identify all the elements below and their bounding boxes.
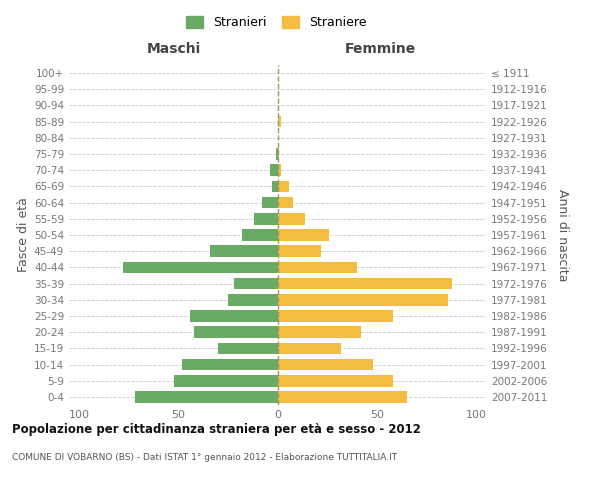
Bar bbox=[277, 358, 373, 370]
Bar bbox=[228, 294, 277, 306]
Y-axis label: Anni di nascita: Anni di nascita bbox=[556, 188, 569, 281]
Bar bbox=[277, 310, 392, 322]
Bar bbox=[269, 164, 277, 176]
Bar bbox=[134, 391, 277, 402]
Bar bbox=[275, 148, 277, 160]
Text: COMUNE DI VOBARNO (BS) - Dati ISTAT 1° gennaio 2012 - Elaborazione TUTTITALIA.IT: COMUNE DI VOBARNO (BS) - Dati ISTAT 1° g… bbox=[12, 452, 397, 462]
Bar bbox=[190, 310, 277, 322]
Text: Maschi: Maschi bbox=[147, 42, 202, 56]
Bar bbox=[254, 213, 277, 224]
Bar bbox=[272, 180, 277, 192]
Bar bbox=[277, 326, 361, 338]
Text: Femmine: Femmine bbox=[345, 42, 416, 56]
Bar bbox=[234, 278, 277, 289]
Bar bbox=[122, 262, 277, 273]
Bar bbox=[277, 278, 452, 289]
Bar bbox=[262, 197, 277, 208]
Bar bbox=[277, 148, 280, 160]
Bar bbox=[277, 229, 329, 241]
Bar bbox=[277, 342, 341, 354]
Bar bbox=[277, 116, 281, 128]
Bar bbox=[277, 375, 392, 386]
Bar bbox=[277, 180, 289, 192]
Bar bbox=[218, 342, 277, 354]
Bar bbox=[210, 246, 277, 257]
Bar bbox=[174, 375, 277, 386]
Bar bbox=[182, 358, 277, 370]
Bar bbox=[277, 164, 281, 176]
Bar bbox=[277, 197, 293, 208]
Bar bbox=[277, 391, 407, 402]
Bar bbox=[277, 262, 357, 273]
Bar bbox=[277, 213, 305, 224]
Text: Popolazione per cittadinanza straniera per età e sesso - 2012: Popolazione per cittadinanza straniera p… bbox=[12, 422, 421, 436]
Y-axis label: Fasce di età: Fasce di età bbox=[17, 198, 30, 272]
Bar bbox=[242, 229, 277, 241]
Legend: Stranieri, Straniere: Stranieri, Straniere bbox=[181, 11, 371, 34]
Bar bbox=[277, 294, 448, 306]
Bar bbox=[194, 326, 277, 338]
Bar bbox=[277, 246, 321, 257]
